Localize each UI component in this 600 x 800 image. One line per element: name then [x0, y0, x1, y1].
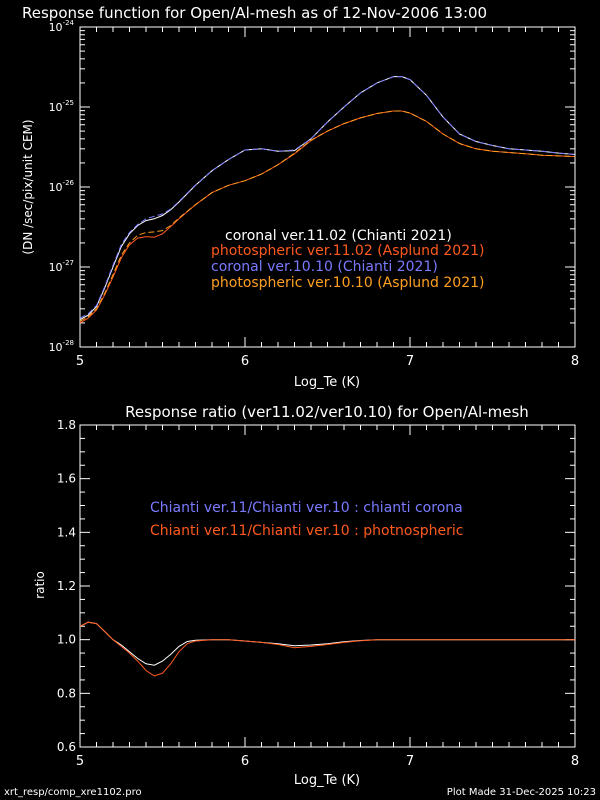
- legend-entry-photospheric-v10: photospheric ver.10.10 (Asplund 2021): [211, 275, 484, 291]
- x-tick-label: 5: [76, 754, 84, 769]
- x-axis-label-top: Log_Te (K): [294, 375, 360, 390]
- x-tick-marks-top: [79, 27, 576, 347]
- y-axis-label-top: (DN /sec/pix/unit CEM): [21, 119, 35, 254]
- ratio-line-1: [79, 621, 575, 677]
- response-function-panel: Response function for Open/Al-mesh as of…: [21, 4, 579, 390]
- x-tick-label: 8: [571, 354, 579, 369]
- chart-title-bottom: Response ratio (ver11.02/ver10.10) for O…: [125, 403, 529, 421]
- legend-entry-coronal-v10: coronal ver.10.10 (Chianti 2021): [211, 259, 438, 275]
- x-tick-label: 6: [241, 354, 249, 369]
- series-line-3: [79, 110, 576, 322]
- legend-entry-photospheric-v11: photospheric ver.11.02 (Asplund 2021): [211, 243, 484, 259]
- y-tick-label: 1.2: [57, 579, 76, 593]
- x-tick-label: 8: [571, 754, 579, 769]
- x-tick-label: 5: [76, 354, 84, 369]
- footer-program-name: xrt_resp/comp_xre1102.pro: [4, 787, 142, 798]
- series-group-bottom: [79, 621, 575, 677]
- y-tick-label: 0.8: [57, 686, 76, 700]
- footer-plot-date: Plot Made 31-Dec-2025 10:23: [447, 787, 596, 798]
- y-tick-label: 1.8: [57, 418, 76, 432]
- series-group-top: [79, 76, 576, 324]
- y-tick-label: 0.6: [57, 740, 76, 754]
- x-tick-label: 6: [241, 754, 249, 769]
- x-tick-label: 7: [406, 354, 414, 369]
- response-ratio-panel: Response ratio (ver11.02/ver10.10) for O…: [33, 403, 579, 788]
- y-tick-marks-bottom: [80, 424, 575, 748]
- x-tick-labels-bottom: 5 6 7 8: [76, 754, 579, 769]
- y-tick-labels-bottom: 0.6 0.8 1.0 1.2 1.4 1.6 1.8: [57, 418, 76, 754]
- legend-entry-ratio-corona: Chianti ver.11/Chianti ver.10 : chianti …: [150, 500, 463, 516]
- legend-entry-coronal-v11: coronal ver.11.02 (Chianti 2021): [225, 228, 452, 244]
- x-tick-marks-bottom: [79, 425, 576, 747]
- y-tick-label: 1.4: [57, 525, 76, 539]
- series-line-2: [79, 76, 576, 319]
- x-axis-label-bottom: Log_Te (K): [294, 773, 360, 788]
- y-tick-marks-top: [80, 30, 575, 348]
- legend-top: coronal ver.11.02 (Chianti 2021) photosp…: [211, 228, 484, 291]
- y-axis-label-bottom: ratio: [33, 571, 47, 599]
- legend-bottom: Chianti ver.11/Chianti ver.10 : chianti …: [150, 500, 464, 539]
- x-tick-label: 7: [406, 754, 414, 769]
- y-tick-label: 1.0: [57, 633, 76, 647]
- x-tick-labels-top: 5 6 7 8: [76, 354, 579, 369]
- chart-title-top: Response function for Open/Al-mesh as of…: [22, 4, 487, 22]
- legend-entry-ratio-photo: Chianti ver.11/Chianti ver.10 : photnosp…: [150, 523, 464, 539]
- y-tick-label: 1.6: [57, 472, 76, 486]
